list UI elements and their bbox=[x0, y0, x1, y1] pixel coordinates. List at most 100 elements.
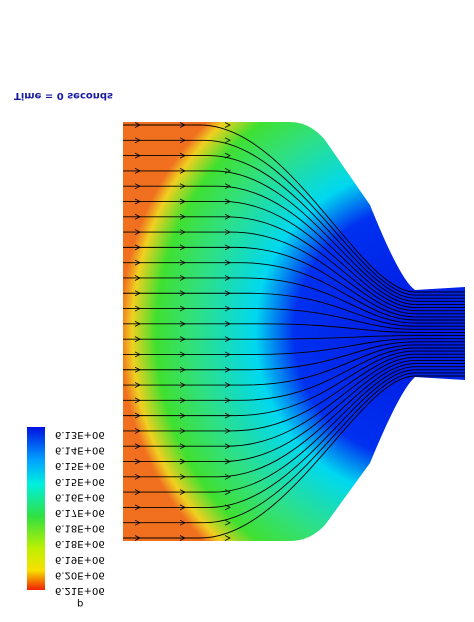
arrow bbox=[224, 519, 231, 526]
arrow bbox=[179, 137, 186, 144]
arrow bbox=[224, 290, 231, 297]
arrow bbox=[179, 198, 186, 205]
streamlines bbox=[123, 122, 465, 541]
arrow bbox=[134, 213, 141, 220]
arrow bbox=[224, 366, 231, 373]
arrow bbox=[134, 320, 141, 327]
arrow bbox=[179, 336, 186, 343]
colorbar-label: 6.15E+06 bbox=[55, 460, 105, 471]
arrow bbox=[134, 152, 141, 159]
streamline bbox=[123, 350, 465, 417]
arrow bbox=[179, 473, 186, 480]
arrow bbox=[224, 137, 231, 144]
arrow bbox=[224, 244, 231, 251]
arrow bbox=[134, 259, 141, 266]
streamline bbox=[123, 356, 465, 447]
arrow bbox=[179, 366, 186, 373]
colorbar-label: 6.19E+06 bbox=[55, 554, 105, 565]
arrow bbox=[179, 351, 186, 358]
arrow bbox=[179, 183, 186, 190]
arrow bbox=[224, 412, 231, 419]
arrow bbox=[224, 382, 231, 388]
arrow bbox=[179, 443, 186, 450]
arrow bbox=[134, 473, 141, 480]
arrow bbox=[134, 336, 141, 343]
streamline bbox=[123, 372, 465, 524]
arrow bbox=[134, 244, 141, 251]
arrow bbox=[224, 198, 231, 205]
arrow bbox=[224, 152, 231, 159]
arrow bbox=[224, 458, 231, 465]
arrow bbox=[224, 473, 231, 480]
arrow bbox=[134, 489, 141, 495]
arrow bbox=[224, 443, 231, 450]
arrow bbox=[179, 305, 186, 312]
streamline bbox=[123, 277, 465, 324]
streamline bbox=[123, 338, 465, 355]
streamline bbox=[123, 363, 465, 478]
arrow bbox=[224, 504, 231, 511]
arrow bbox=[224, 336, 231, 343]
arrow bbox=[134, 443, 141, 450]
streamline bbox=[123, 246, 465, 318]
arrow bbox=[179, 320, 186, 327]
arrow bbox=[134, 351, 141, 358]
arrow bbox=[134, 137, 141, 144]
colorbar-label: 6.15E+06 bbox=[55, 476, 105, 487]
arrow bbox=[224, 351, 231, 358]
streamline bbox=[123, 262, 465, 321]
streamline bbox=[123, 308, 465, 330]
arrow bbox=[134, 382, 141, 388]
colorbar-labels: 6.13E+06 6.14E+06 6.15E+06 6.15E+06 6.16E+06… bbox=[55, 429, 105, 609]
colorbar-label: 6.21E+06 bbox=[55, 585, 105, 596]
arrow bbox=[224, 229, 231, 235]
arrow bbox=[179, 428, 186, 434]
arrow bbox=[179, 244, 186, 251]
streamline bbox=[123, 375, 465, 539]
streamline bbox=[123, 139, 465, 296]
colorbar-variable: p bbox=[77, 598, 83, 609]
streamline bbox=[123, 344, 465, 386]
arrow bbox=[179, 152, 186, 159]
arrow bbox=[179, 504, 186, 511]
arrow bbox=[179, 275, 186, 281]
streamline bbox=[123, 155, 465, 299]
arrow bbox=[224, 275, 231, 281]
arrow bbox=[179, 535, 186, 541]
colorbar-label: 6.17E+06 bbox=[55, 507, 105, 518]
colorbar-label: 6.18E+06 bbox=[55, 523, 105, 534]
colorbar-label: 6.20E+06 bbox=[55, 569, 105, 580]
colorbar-label: 6.14E+06 bbox=[55, 445, 105, 456]
arrow bbox=[134, 458, 141, 465]
arrow bbox=[134, 168, 141, 174]
arrow bbox=[134, 198, 141, 205]
arrow bbox=[224, 168, 231, 174]
arrow bbox=[134, 428, 141, 434]
arrow bbox=[179, 259, 186, 266]
streamline bbox=[123, 231, 465, 315]
streamline bbox=[123, 353, 465, 432]
arrow bbox=[224, 183, 231, 190]
streamline bbox=[123, 347, 465, 401]
arrow bbox=[134, 122, 141, 128]
arrow bbox=[179, 122, 186, 128]
colorbar bbox=[27, 427, 45, 590]
arrow bbox=[179, 213, 186, 220]
arrow bbox=[134, 229, 141, 235]
streamline bbox=[123, 216, 465, 312]
colorbar-label: 6.18E+06 bbox=[55, 538, 105, 549]
colorbar-label: 6.16E+06 bbox=[55, 491, 105, 502]
arrow bbox=[179, 519, 186, 526]
arrow bbox=[224, 213, 231, 220]
streamline bbox=[123, 292, 465, 327]
arrow bbox=[224, 259, 231, 266]
arrow bbox=[134, 397, 141, 404]
arrow bbox=[134, 535, 141, 541]
arrow bbox=[224, 122, 231, 128]
arrow bbox=[224, 320, 231, 327]
streamline bbox=[123, 124, 465, 293]
arrow bbox=[179, 412, 186, 419]
arrow bbox=[134, 412, 141, 419]
arrow bbox=[134, 366, 141, 373]
streamline bbox=[123, 341, 465, 371]
